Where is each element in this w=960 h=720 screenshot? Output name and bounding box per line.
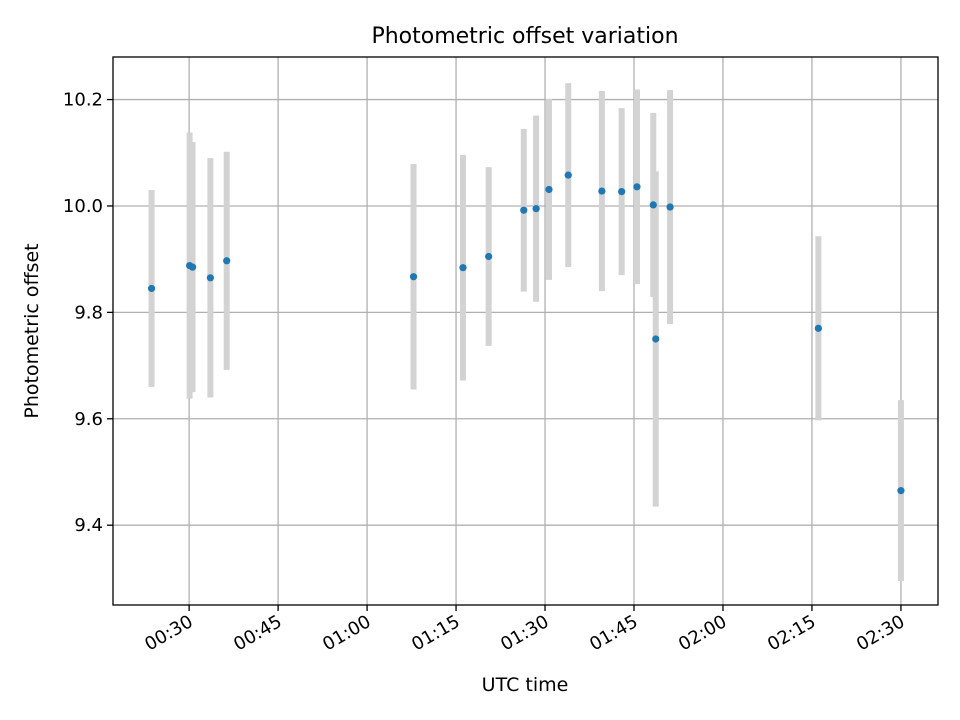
data-point: [618, 188, 626, 196]
data-point: [147, 284, 156, 293]
data-point: [206, 274, 214, 282]
data-point: [897, 487, 905, 495]
data-point: [649, 201, 657, 209]
data-point: [545, 185, 553, 194]
y-tick-label: 9.4: [74, 515, 103, 536]
data-point: [633, 183, 641, 191]
point-layer: [147, 171, 905, 495]
plot-area-frame: [112, 56, 939, 606]
data-point: [652, 335, 660, 343]
data-point: [485, 252, 493, 261]
data-point: [409, 273, 418, 281]
data-point: [598, 187, 606, 195]
y-axis-label: Photometric offset: [21, 243, 43, 418]
x-tick-label: 01:45: [586, 611, 641, 655]
data-point: [564, 171, 572, 179]
errorbar-layer: [148, 83, 904, 582]
y-tick-label: 10.0: [63, 196, 103, 217]
data-point: [666, 203, 674, 211]
data-point: [223, 257, 231, 265]
data-point: [814, 324, 822, 332]
x-tick-label: 00:45: [230, 611, 285, 655]
x-tick-label: 01:15: [408, 611, 463, 655]
x-tick-label: 02:00: [675, 611, 730, 655]
y-tick-label: 9.8: [74, 302, 103, 323]
x-tick-label: 02:15: [764, 611, 819, 655]
y-tick-label: 9.6: [74, 409, 103, 430]
x-tick-label: 01:30: [497, 611, 552, 655]
x-tick-label: 00:30: [141, 611, 196, 655]
x-axis-label: UTC time: [482, 674, 569, 696]
x-tick-label: 01:00: [319, 611, 374, 655]
chart-title: Photometric offset variation: [371, 24, 678, 49]
data-point: [188, 263, 197, 271]
x-tick-label: 02:30: [853, 611, 908, 655]
data-point: [520, 206, 528, 214]
data-point: [532, 205, 540, 213]
data-point: [459, 264, 467, 272]
y-tick-label: 10.2: [63, 90, 103, 111]
